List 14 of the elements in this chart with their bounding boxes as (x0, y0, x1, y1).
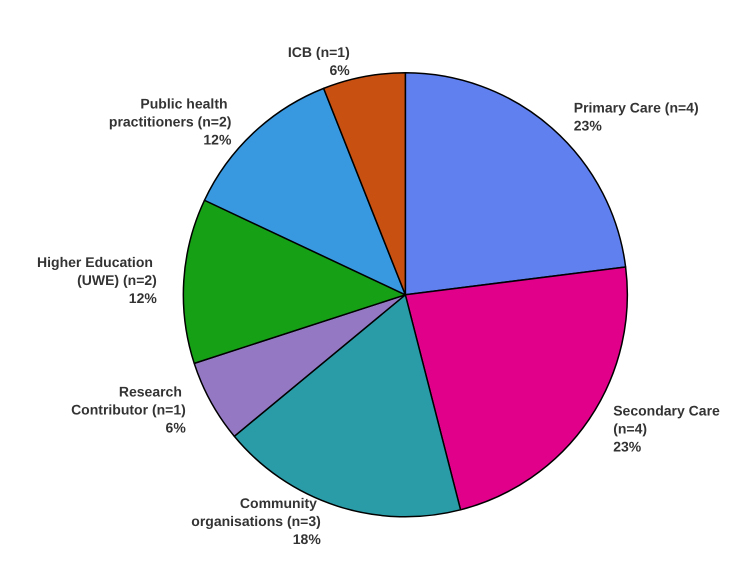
data-label: 18% (292, 531, 322, 548)
slice-label: ICB (n=1) (288, 44, 350, 60)
slice-label: Primary Care (n=4) (574, 99, 699, 116)
data-label: 6% (330, 62, 350, 78)
slice-label: Secondary Care (n=4) (613, 402, 724, 437)
slice-label: Community organisations (n=3) (191, 495, 321, 530)
data-label: 23% (613, 438, 642, 455)
data-label: 12% (203, 131, 232, 148)
slice-label: Public health practitioners (n=2) (108, 95, 232, 130)
slice-label: Research Contributor (n=1) (71, 383, 186, 418)
data-label: 6% (166, 419, 186, 436)
data-label: 23% (574, 117, 602, 134)
slice-label: Higher Education (UWE) (n=2) (37, 254, 157, 288)
data-label: 12% (128, 290, 158, 306)
